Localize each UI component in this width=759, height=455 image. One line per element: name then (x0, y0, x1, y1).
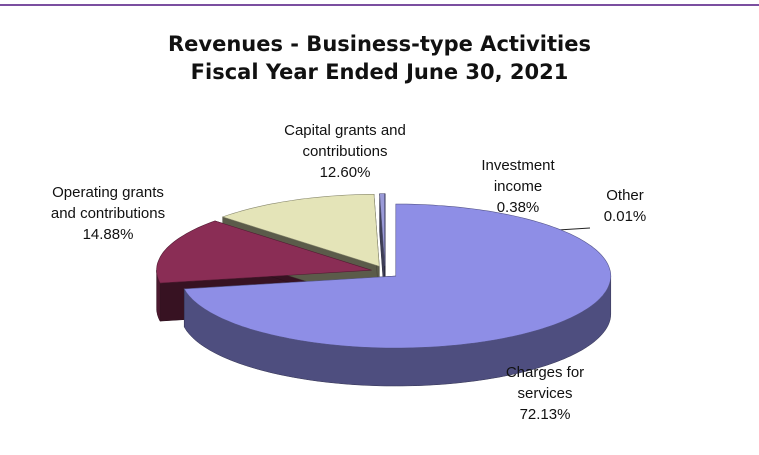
chart-subtitle: Fiscal Year Ended June 30, 2021 (190, 60, 569, 84)
value-label: 0.01% (603, 208, 647, 225)
slice (183, 203, 612, 349)
category-label: Operating grants and contributions (50, 184, 166, 222)
slice-label: Capital grants and contributions 12.60% (280, 120, 410, 183)
category-label: Charges for services (505, 364, 585, 402)
value-label: 72.13% (519, 406, 571, 423)
slice (221, 194, 380, 267)
value-label: 14.88% (82, 226, 134, 243)
category-label: Investment income (481, 157, 555, 195)
value-label: 12.60% (319, 164, 371, 181)
slice-label: Charges for services 72.13% (490, 362, 600, 425)
category-label: Other (606, 187, 644, 204)
slice-label: Other 0.01% (590, 185, 660, 227)
chart-title: Revenues - Business-type Activities (167, 32, 591, 56)
slice-label: Investment income 0.38% (468, 155, 568, 218)
slice (156, 220, 372, 284)
slice-label: Operating grants and contributions 14.88% (48, 182, 168, 245)
tops (156, 193, 612, 349)
category-label: Capital grants and contributions (284, 122, 406, 160)
value-label: 0.38% (496, 199, 540, 216)
